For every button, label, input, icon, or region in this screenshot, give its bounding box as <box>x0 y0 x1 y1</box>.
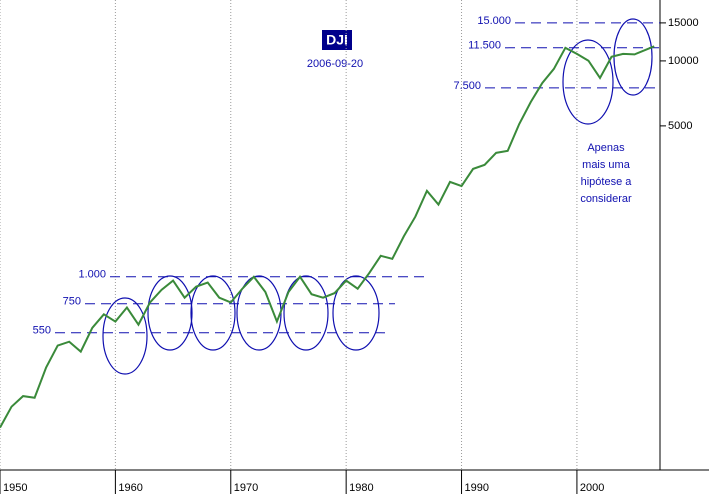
chart-subtitle: 2006-09-20 <box>307 58 363 70</box>
x-tick-label: 1970 <box>234 482 258 494</box>
y-tick-label: 5000 <box>668 120 692 132</box>
ellipse <box>283 275 329 351</box>
level-label: 550 <box>33 325 51 337</box>
x-tick-label: 1980 <box>349 482 373 494</box>
y-tick-label: 15000 <box>668 17 699 29</box>
level-label: 11.500 <box>468 40 501 52</box>
chart-title: DJI <box>326 32 348 48</box>
x-tick-label: 2000 <box>580 482 604 494</box>
annotation: hipótese a <box>581 176 633 188</box>
ellipse <box>147 275 193 351</box>
ellipse <box>332 275 380 351</box>
level-label: 750 <box>63 296 81 308</box>
ellipse <box>190 275 236 351</box>
ellipse <box>562 39 614 125</box>
x-tick-label: 1950 <box>3 482 27 494</box>
annotation: considerar <box>580 193 632 205</box>
level-label: 1.000 <box>78 269 106 281</box>
annotation: mais uma <box>582 159 631 171</box>
ellipse <box>102 297 148 375</box>
title-box <box>322 30 352 50</box>
annotation: Apenas <box>587 142 625 154</box>
price-line <box>0 45 655 429</box>
level-label: 7.500 <box>453 80 481 92</box>
x-tick-label: 1990 <box>465 482 489 494</box>
level-label: 15.000 <box>477 15 511 27</box>
x-tick-label: 1960 <box>118 482 142 494</box>
y-tick-label: 10000 <box>668 55 699 67</box>
